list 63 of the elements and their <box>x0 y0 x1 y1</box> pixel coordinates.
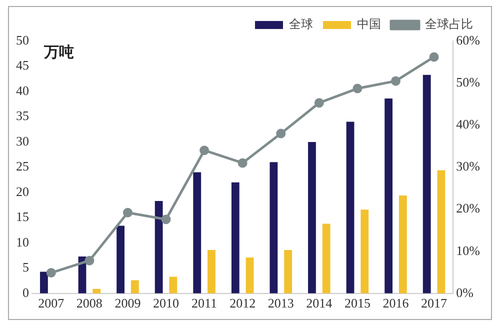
bar <box>346 122 354 294</box>
bar <box>231 182 240 294</box>
y-tick-label: 0 <box>22 284 29 300</box>
point <box>84 256 94 266</box>
y-tick-label: 40 <box>16 82 29 98</box>
bar <box>270 162 278 294</box>
y-tick-label: 5 <box>22 260 29 275</box>
bar <box>422 74 431 294</box>
x-tick-label: 2015 <box>344 296 370 311</box>
y-tick-label: 25 <box>16 158 29 174</box>
point <box>161 214 171 224</box>
x-tick-label: 2012 <box>230 296 256 311</box>
y2-tick-label: 0% <box>456 284 474 300</box>
y2-tick-label: 30% <box>456 158 480 174</box>
legend-label: 全球占比 <box>425 17 473 32</box>
point <box>429 52 439 62</box>
bar <box>398 195 407 294</box>
y2-tick-label: 60% <box>456 32 480 48</box>
bar <box>208 250 216 294</box>
y2-tick-label: 40% <box>456 116 480 132</box>
y-tick-label: 20 <box>16 184 29 199</box>
point <box>352 84 362 94</box>
bar <box>40 272 48 294</box>
bar <box>130 280 139 294</box>
bar <box>169 276 178 294</box>
y-tick-label: 10 <box>16 234 29 250</box>
point <box>46 268 56 278</box>
y2-tick-label: 10% <box>456 242 480 258</box>
bar <box>246 258 254 294</box>
point <box>238 158 248 168</box>
bar <box>384 98 393 294</box>
point <box>200 146 210 156</box>
bar <box>193 172 202 294</box>
y-tick-label: 15 <box>16 209 29 224</box>
point <box>276 128 286 138</box>
y-tick-label: 30 <box>16 133 29 148</box>
x-tick-label: 2008 <box>76 296 102 311</box>
bar <box>360 210 369 294</box>
y-tick-label: 50 <box>16 32 29 48</box>
bar <box>154 201 163 294</box>
bar <box>322 224 330 294</box>
legend-label: 中国 <box>357 17 381 32</box>
y2-tick-label: 20% <box>456 200 480 216</box>
point <box>390 76 400 86</box>
y2-tick-label: 50% <box>456 74 480 90</box>
bar <box>437 170 446 294</box>
x-tick-label: 2011 <box>192 296 218 311</box>
y-tick-label: 45 <box>16 58 29 73</box>
legend-label: 全球 <box>289 17 313 32</box>
x-tick-label: 2016 <box>382 296 410 311</box>
point <box>314 98 324 108</box>
point <box>122 208 132 218</box>
bar <box>284 250 292 294</box>
x-tick-label: 2014 <box>306 296 333 311</box>
x-tick-label: 2017 <box>421 296 448 311</box>
y-tick-label: 35 <box>16 108 29 124</box>
x-tick-label: 2010 <box>153 296 180 311</box>
x-tick-label: 2009 <box>114 296 141 311</box>
x-tick-label: 2013 <box>268 296 294 311</box>
x-tick-label: 2007 <box>38 296 65 311</box>
y-axis-title: 万吨 <box>43 44 74 61</box>
bar <box>116 226 124 294</box>
bar <box>308 142 316 294</box>
